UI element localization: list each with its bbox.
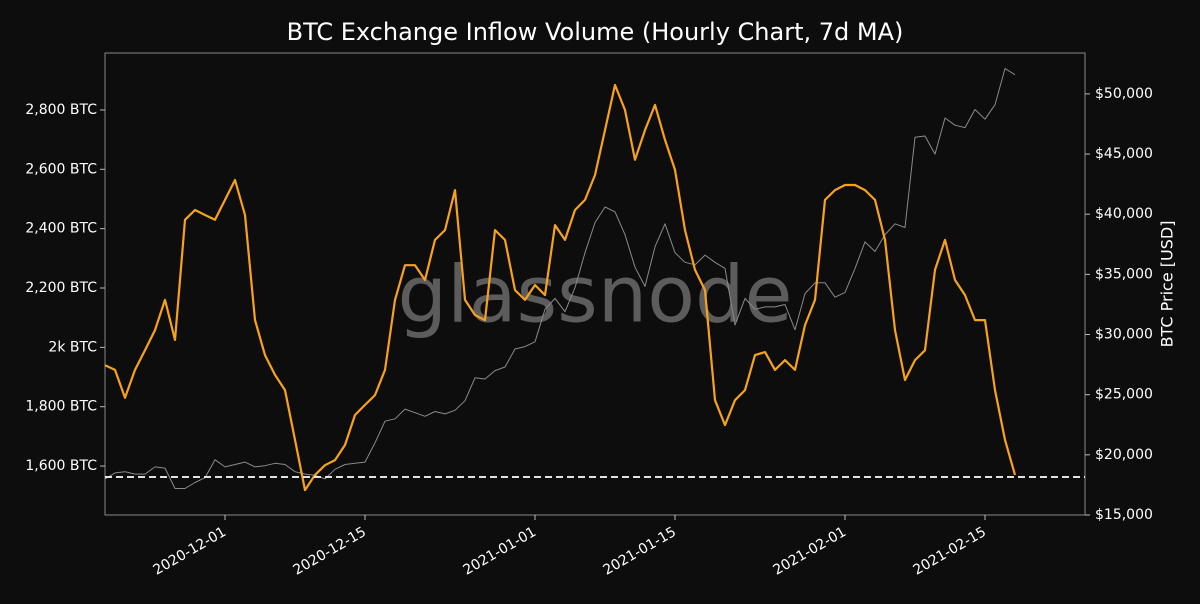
plot-frame [104,52,1086,516]
price-line [104,68,1016,489]
y2-tick-label: $30,000 [1095,327,1153,343]
y2-tick-label: $35,000 [1095,266,1153,282]
y2-tick-label: $25,000 [1095,387,1153,403]
y-tick-label: 1,800 BTC [25,399,97,415]
chart-title: BTC Exchange Inflow Volume (Hourly Chart… [287,18,904,46]
y-tick-label: 2,800 BTC [25,102,97,118]
y-tick-label: 2k BTC [48,339,97,355]
y2-tick-label: $50,000 [1095,86,1153,102]
y-tick-label: 2,200 BTC [25,280,97,296]
y2-tick-label: $20,000 [1095,447,1153,463]
y2-tick-label: $40,000 [1095,206,1153,222]
y2-tick-label: $45,000 [1095,146,1153,162]
y-tick-label: 2,400 BTC [25,221,97,237]
y-tick-label: 1,600 BTC [25,458,97,474]
inflow-line [104,83,1017,492]
y2-axis-label: BTC Price [USD] [1158,221,1177,348]
y2-tick-label: $15,000 [1095,507,1153,523]
y-tick-label: 2,600 BTC [25,161,97,177]
watermark: glassnode [398,250,793,340]
